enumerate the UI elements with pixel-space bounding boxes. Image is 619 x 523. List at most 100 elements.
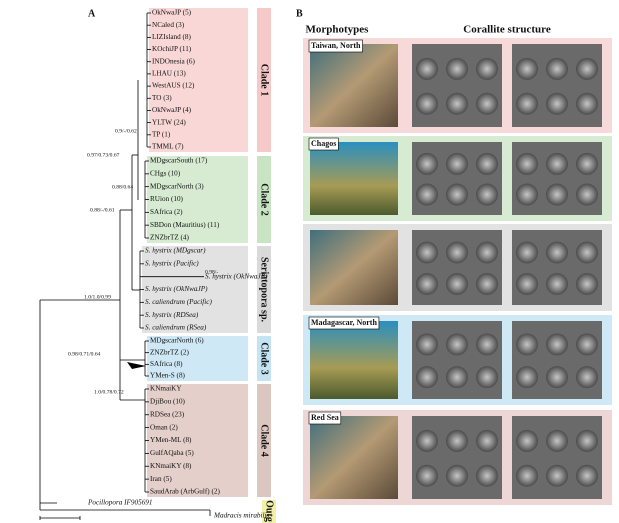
leaf-label: S. caliendrum (Pacific): [145, 298, 212, 306]
sem-texture: [476, 241, 498, 264]
clade-label: Clade 1: [259, 64, 270, 97]
leaf-label: S. hystrix (MDgscar): [145, 247, 206, 255]
leaf-label: ZNZbrTZ (2): [150, 348, 190, 356]
sem-texture: [546, 241, 568, 264]
node-support: 0.88/0.64: [112, 184, 133, 190]
leaf-label: YMen-S (8): [150, 372, 186, 380]
leaf-label: KOchiJP (11): [152, 45, 192, 53]
clade-box: [142, 246, 248, 333]
leaf-label: NCaled (3): [152, 21, 185, 29]
clade-bar: [257, 384, 271, 497]
column-header: Morphotypes: [306, 24, 370, 36]
leaf-label: TP (1): [152, 130, 171, 138]
sem-texture: [546, 333, 568, 356]
sem-texture: [416, 333, 438, 356]
clade-bar: [257, 246, 271, 333]
sem-texture: [476, 183, 498, 206]
row-label-box: [308, 39, 363, 53]
node-support: 0.98/-: [205, 269, 218, 275]
leaf-label: S. hystrix (Pacific): [145, 259, 199, 267]
leaf-label: CHgs (10): [150, 169, 181, 177]
leaf-label: MDgscarNorth (3): [150, 182, 204, 190]
sem-texture: [446, 366, 468, 389]
leaf-label: YMen-ML (8): [150, 436, 192, 444]
leaf-label: OkNwaJP (4): [152, 106, 192, 114]
sem-texture: [576, 429, 598, 452]
leaf-label: Oman (2): [150, 423, 178, 431]
sem-texture: [546, 57, 568, 80]
sem-texture: [576, 92, 598, 115]
node-support: 0.9/-/0.62: [115, 128, 137, 134]
sem-texture: [476, 464, 498, 487]
leaf-label: DjiBou (10): [150, 398, 186, 406]
sem-texture: [546, 183, 568, 206]
clade-box: [147, 156, 248, 243]
morphotype-photo: [310, 416, 398, 499]
sem-texture: [416, 92, 438, 115]
clade-bar: [257, 336, 271, 381]
leaf-label: YLTW (24): [152, 118, 186, 126]
clade-box: [147, 384, 248, 497]
sem-texture: [446, 183, 468, 206]
sem-texture: [576, 241, 598, 264]
sem-texture: [546, 273, 568, 295]
sem-texture: [416, 183, 438, 206]
sem-texture: [546, 366, 568, 389]
sem-texture: [516, 429, 538, 452]
sem-texture: [546, 152, 568, 175]
leaf-label: TMML (7): [152, 143, 184, 151]
sem-texture: [576, 183, 598, 206]
clade-bar: [257, 8, 271, 152]
sem-texture: [546, 429, 568, 452]
leaf-label: SAfrica (2): [150, 208, 183, 216]
node-support: 1.0/0.78/0.72: [94, 389, 124, 395]
sem-texture: [576, 57, 598, 80]
morphotype-photo: [310, 44, 398, 127]
sem-texture: [476, 333, 498, 356]
leaf-label: SaudArab (ArbGulf) (2): [150, 488, 220, 496]
sem-texture: [516, 241, 538, 264]
sem-texture: [516, 464, 538, 487]
panel-label: A: [88, 8, 96, 19]
row-label-box: [308, 137, 339, 151]
sem-texture: [476, 152, 498, 175]
sem-texture: [546, 464, 568, 487]
sem-texture: [416, 57, 438, 80]
sem-texture: [446, 57, 468, 80]
tree-branches: [39, 80, 211, 520]
leaf-label: WestAUS (12): [152, 82, 195, 90]
sem-texture: [576, 366, 598, 389]
sem-texture: [516, 152, 538, 175]
clade-label: Clade 2: [259, 183, 270, 216]
leaf-label: MDgscarNorth (6): [150, 337, 204, 345]
leaf-label: MDgscarSouth (17): [150, 157, 208, 165]
sem-texture: [446, 152, 468, 175]
sem-texture: [476, 92, 498, 115]
row-label: Taiwan, North: [311, 41, 361, 50]
leaf-label: KNmaiKY: [150, 385, 182, 393]
leaf-label: Iran (5): [150, 475, 172, 483]
sem-texture: [576, 464, 598, 487]
row-label-box: [308, 316, 380, 330]
leaf-label: ZNZbrTZ (4): [150, 234, 190, 242]
sem-texture: [516, 57, 538, 80]
leaf-label: S. hystrix (RDSea): [145, 311, 199, 319]
sem-texture: [446, 333, 468, 356]
leaf-label: SBDon (Mauritius) (11): [150, 221, 220, 229]
leaf-label: OkNwaJP (5): [152, 9, 192, 17]
sem-texture: [446, 241, 468, 264]
outgroup-leaf: Pocillopora IF905691: [87, 499, 152, 507]
leaf-label: S. hystrix (OkNwaJP): [205, 272, 268, 280]
sem-texture: [476, 57, 498, 80]
clade-box: [147, 336, 248, 381]
sem-texture: [476, 366, 498, 389]
row-label: Chagos: [311, 139, 336, 148]
sem-texture: [516, 273, 538, 295]
sem-texture: [446, 464, 468, 487]
clade-label: Clade 3: [259, 342, 270, 375]
morphotype-photo: [310, 230, 398, 305]
column-header: Corallite structure: [463, 24, 551, 36]
leaf-label: RUion (10): [150, 195, 184, 203]
node-support: 0.98/0.71/0.64: [68, 351, 101, 357]
sem-texture: [416, 464, 438, 487]
